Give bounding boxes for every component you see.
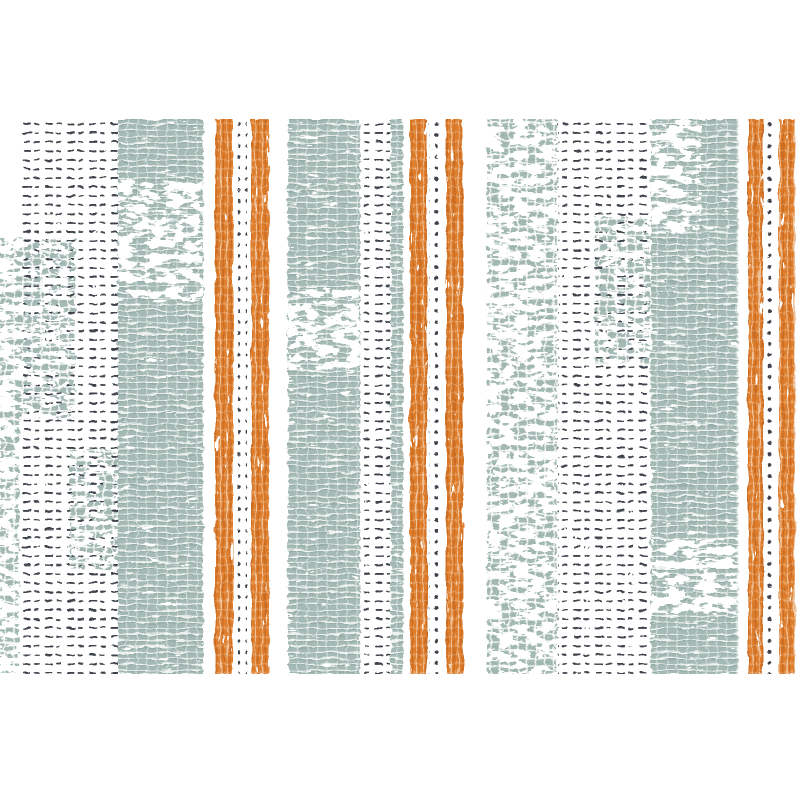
- orange-stripe: [748, 119, 763, 674]
- orange-stripe: [446, 119, 463, 674]
- teal-light-stripe: [487, 119, 557, 674]
- teal-distress-patch: [595, 214, 650, 364]
- white-distress-patch: [651, 119, 701, 234]
- orange-stripe: [410, 119, 427, 674]
- textile-pattern-svg: [0, 119, 795, 674]
- patches-layer: [0, 119, 738, 614]
- orange-stripe: [215, 119, 233, 674]
- teal-stripe: [391, 119, 403, 674]
- white-distress-patch: [288, 289, 360, 369]
- orange-stripe: [779, 119, 795, 674]
- white-distress-patch: [118, 181, 203, 301]
- teal-stripe: [288, 119, 360, 674]
- textile-pattern-image: [0, 119, 800, 674]
- dots-stripe: [429, 119, 438, 674]
- stitch-stripe: [361, 119, 390, 674]
- dots-stripe: [767, 119, 776, 674]
- white-distress-patch: [651, 539, 738, 614]
- dots-stripe: [238, 119, 247, 674]
- stitch-stripe: [558, 119, 650, 674]
- teal-distress-patch: [70, 449, 118, 569]
- teal-distress-patch: [0, 239, 75, 419]
- orange-stripe: [251, 119, 269, 674]
